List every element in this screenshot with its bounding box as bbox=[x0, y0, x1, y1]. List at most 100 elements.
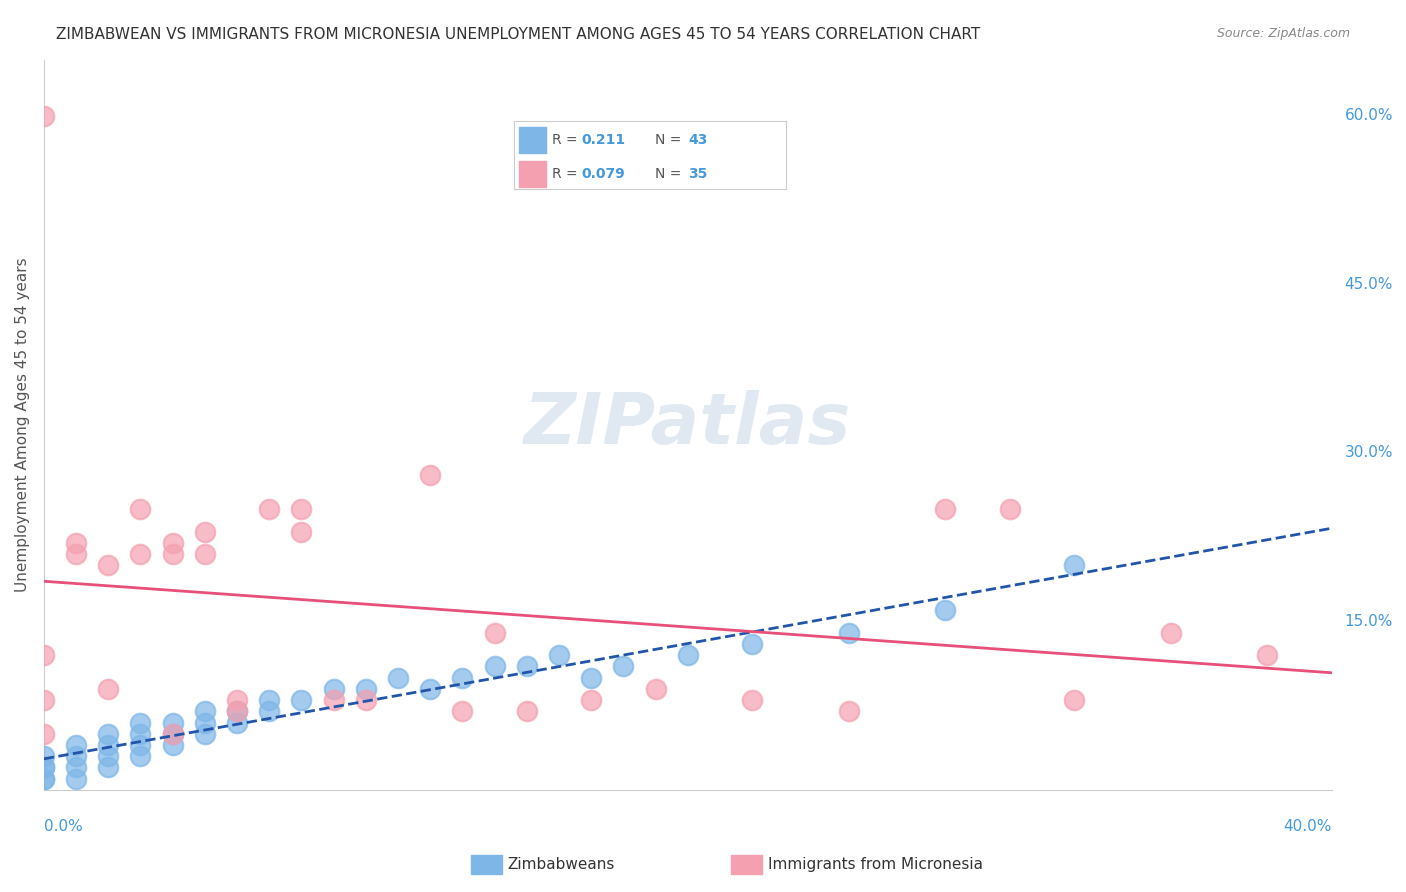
Point bbox=[32, 760, 55, 774]
Text: Zimbabweans: Zimbabweans bbox=[508, 857, 614, 871]
Point bbox=[1256, 648, 1278, 662]
Point bbox=[516, 704, 538, 718]
Text: R =: R = bbox=[551, 133, 582, 147]
Point bbox=[32, 772, 55, 786]
Point bbox=[162, 547, 184, 561]
Text: Immigrants from Micronesia: Immigrants from Micronesia bbox=[768, 857, 983, 871]
Point bbox=[97, 738, 120, 752]
Point bbox=[579, 693, 602, 707]
Point bbox=[162, 715, 184, 730]
Point bbox=[451, 671, 474, 685]
Point bbox=[838, 625, 860, 640]
Point bbox=[226, 704, 249, 718]
Text: 43: 43 bbox=[688, 133, 707, 147]
Point bbox=[32, 109, 55, 123]
Point bbox=[484, 659, 506, 673]
Point bbox=[676, 648, 699, 662]
Y-axis label: Unemployment Among Ages 45 to 54 years: Unemployment Among Ages 45 to 54 years bbox=[15, 258, 30, 592]
Point bbox=[32, 772, 55, 786]
Point bbox=[354, 681, 377, 696]
Point bbox=[934, 502, 956, 516]
Point bbox=[290, 524, 312, 539]
Point bbox=[129, 547, 152, 561]
Point bbox=[162, 727, 184, 741]
Point bbox=[322, 681, 344, 696]
Point bbox=[97, 681, 120, 696]
Point bbox=[129, 749, 152, 764]
Point bbox=[548, 648, 571, 662]
Point bbox=[419, 468, 441, 483]
Point bbox=[194, 524, 217, 539]
Point bbox=[579, 671, 602, 685]
Text: 0.211: 0.211 bbox=[582, 133, 626, 147]
Point bbox=[226, 704, 249, 718]
Point bbox=[226, 715, 249, 730]
Point bbox=[32, 693, 55, 707]
Text: 0.079: 0.079 bbox=[582, 168, 626, 181]
Point bbox=[65, 535, 87, 549]
Point bbox=[65, 749, 87, 764]
Text: ZIPatlas: ZIPatlas bbox=[524, 391, 852, 459]
Point bbox=[194, 547, 217, 561]
Point bbox=[162, 535, 184, 549]
Point bbox=[451, 704, 474, 718]
Point bbox=[838, 704, 860, 718]
Point bbox=[612, 659, 634, 673]
Text: ZIMBABWEAN VS IMMIGRANTS FROM MICRONESIA UNEMPLOYMENT AMONG AGES 45 TO 54 YEARS : ZIMBABWEAN VS IMMIGRANTS FROM MICRONESIA… bbox=[56, 27, 980, 42]
Text: 0.0%: 0.0% bbox=[44, 819, 83, 834]
Point bbox=[1063, 693, 1085, 707]
Point bbox=[290, 502, 312, 516]
Point bbox=[741, 637, 763, 651]
Point bbox=[194, 727, 217, 741]
Text: 30.0%: 30.0% bbox=[1344, 445, 1393, 460]
Point bbox=[322, 693, 344, 707]
Point bbox=[32, 648, 55, 662]
Point bbox=[162, 727, 184, 741]
Bar bbox=[519, 161, 546, 187]
Point bbox=[65, 547, 87, 561]
Point bbox=[97, 727, 120, 741]
Point bbox=[387, 671, 409, 685]
Point bbox=[516, 659, 538, 673]
Point bbox=[129, 727, 152, 741]
Point bbox=[129, 502, 152, 516]
Point bbox=[129, 738, 152, 752]
Text: R =: R = bbox=[551, 168, 582, 181]
Bar bbox=[519, 127, 546, 153]
Text: 45.0%: 45.0% bbox=[1344, 277, 1393, 292]
Point bbox=[998, 502, 1021, 516]
Point bbox=[129, 715, 152, 730]
Point bbox=[644, 681, 666, 696]
Point bbox=[97, 558, 120, 573]
Point bbox=[1063, 558, 1085, 573]
Point bbox=[65, 772, 87, 786]
Point bbox=[354, 693, 377, 707]
Text: N =: N = bbox=[655, 168, 686, 181]
Point bbox=[290, 693, 312, 707]
Point bbox=[194, 715, 217, 730]
Point bbox=[65, 760, 87, 774]
Point bbox=[65, 738, 87, 752]
Text: N =: N = bbox=[655, 133, 686, 147]
Point bbox=[226, 693, 249, 707]
Point bbox=[257, 502, 280, 516]
Point bbox=[97, 760, 120, 774]
Point bbox=[162, 738, 184, 752]
Point bbox=[32, 749, 55, 764]
Text: 60.0%: 60.0% bbox=[1344, 108, 1393, 123]
Text: Source: ZipAtlas.com: Source: ZipAtlas.com bbox=[1216, 27, 1350, 40]
Point bbox=[194, 704, 217, 718]
Point bbox=[32, 760, 55, 774]
Text: 15.0%: 15.0% bbox=[1344, 614, 1393, 629]
Point bbox=[419, 681, 441, 696]
Text: 40.0%: 40.0% bbox=[1284, 819, 1331, 834]
Point bbox=[741, 693, 763, 707]
Point bbox=[257, 693, 280, 707]
Point bbox=[934, 603, 956, 617]
Point bbox=[32, 727, 55, 741]
Text: 35: 35 bbox=[688, 168, 707, 181]
Point bbox=[484, 625, 506, 640]
Point bbox=[97, 749, 120, 764]
Point bbox=[257, 704, 280, 718]
Point bbox=[1160, 625, 1182, 640]
